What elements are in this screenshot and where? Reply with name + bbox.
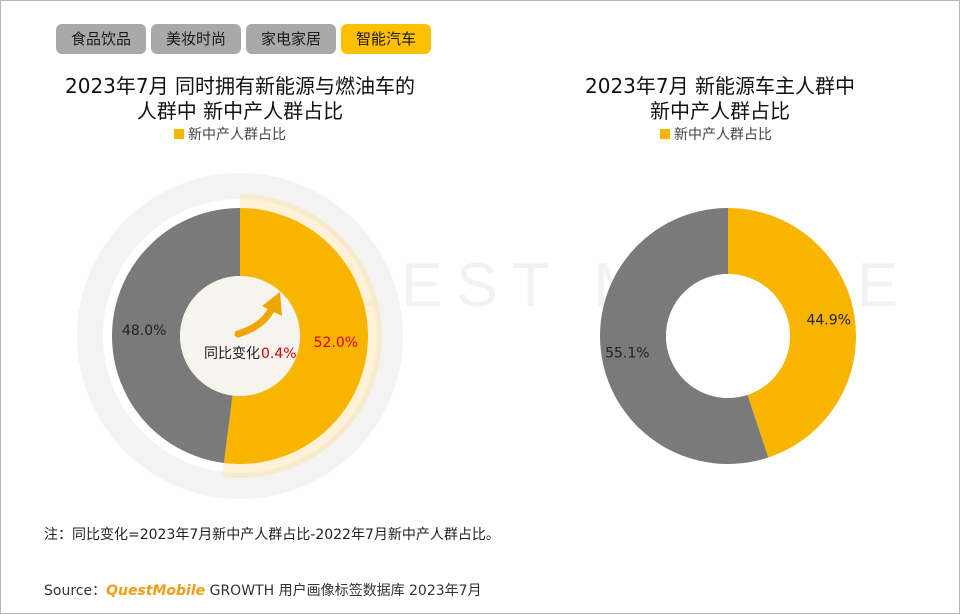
trend-arrow-icon — [234, 304, 276, 338]
chart-1-title-line2: 人群中 新中产人群占比 — [136, 99, 344, 123]
slice-new-middle-class — [728, 207, 857, 458]
slice-value-label: 44.9% — [806, 313, 850, 329]
footnote: 注：同比变化=2023年7月新中产人群占比-2022年7月新中产人群占比。 — [44, 527, 500, 543]
chart-2-legend-label: 新中产人群占比 — [674, 127, 772, 143]
slice-other — [600, 208, 769, 464]
chart-1-legend-label: 新中产人群占比 — [188, 127, 286, 143]
tab-smart-car[interactable]: 智能汽车 — [341, 24, 432, 54]
donut-hole — [666, 274, 790, 398]
source-prefix: Source： — [44, 583, 107, 599]
chart-1-title: 2023年7月 同时拥有新能源与燃油车的 人群中 新中产人群占比 — [20, 74, 460, 124]
chart-2-title-line1: 2023年7月 新能源车主人群中 — [585, 74, 855, 98]
yoy-change-value: 0.4% — [261, 346, 297, 362]
legend-swatch — [660, 129, 670, 139]
source-rest: GROWTH 用户画像标签数据库 2023年7月 — [205, 583, 482, 599]
yoy-change-label: 同比变化 — [204, 346, 260, 362]
trend-arrowhead-icon — [262, 292, 282, 316]
source-brand: QuestMobile — [106, 583, 206, 599]
chart-1-legend: 新中产人群占比 — [174, 124, 286, 144]
legend-swatch — [174, 129, 184, 139]
slice-new-middle-class — [223, 208, 368, 464]
watermark-ring — [77, 173, 403, 499]
chart-1-title-line1: 2023年7月 同时拥有新能源与燃油车的 — [65, 74, 415, 98]
chart-2-title: 2023年7月 新能源车主人群中 新中产人群占比 — [510, 74, 930, 124]
slice-other — [111, 208, 240, 463]
chart-2-title-line2: 新中产人群占比 — [650, 99, 790, 123]
slice-value-label: 52.0% — [314, 335, 358, 351]
source-line: Source：QuestMobile GROWTH 用户画像标签数据库 2023… — [44, 580, 482, 600]
tab-beauty-fashion[interactable]: 美妆时尚 — [151, 24, 242, 54]
tab-food-drink[interactable]: 食品饮品 — [56, 24, 147, 54]
slice-value-label: 48.0% — [122, 323, 166, 339]
tab-home-appliance[interactable]: 家电家居 — [246, 24, 337, 54]
category-tabs: 食品饮品 美妆时尚 家电家居 智能汽车 — [56, 24, 432, 54]
slice-value-label: 55.1% — [605, 345, 649, 361]
chart-2-legend: 新中产人群占比 — [660, 124, 772, 144]
